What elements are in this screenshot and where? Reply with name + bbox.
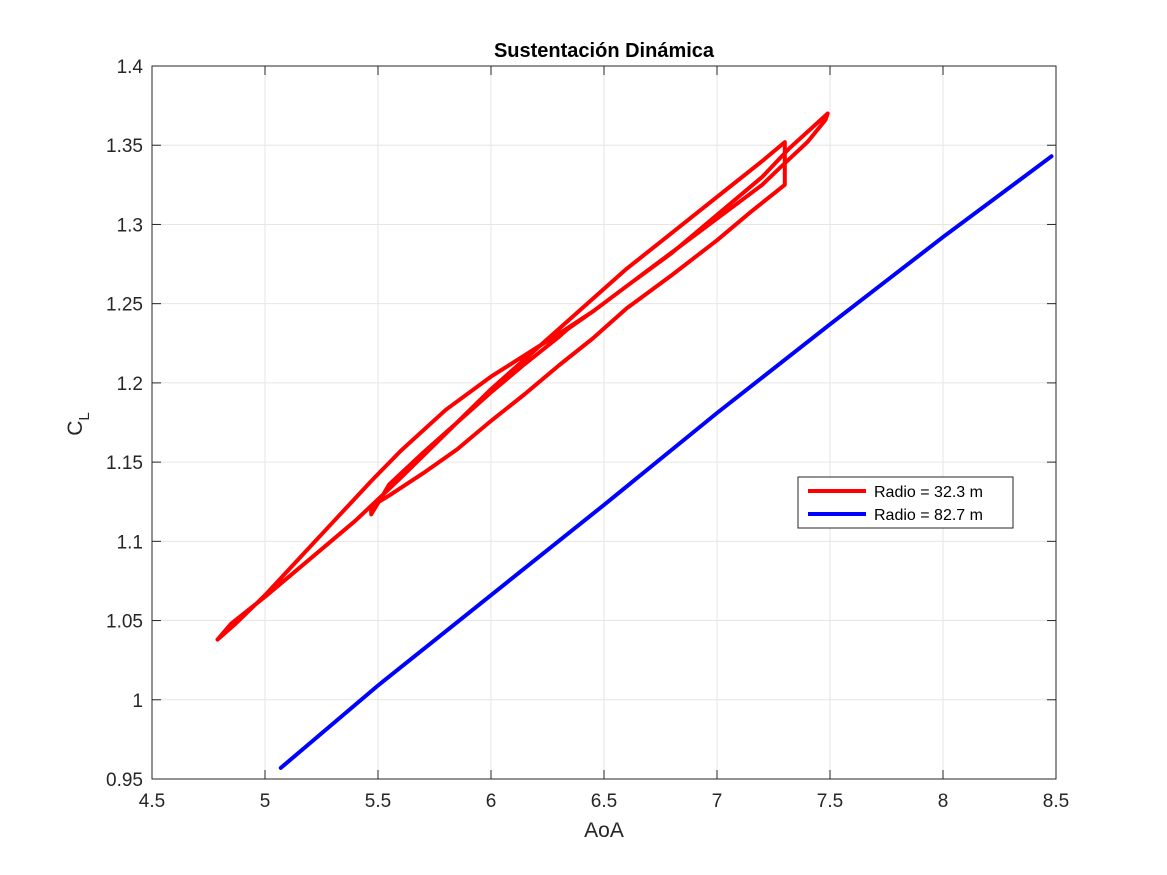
y-axis-label-main: C bbox=[64, 421, 87, 436]
chart-title: Sustentación Dinámica bbox=[494, 40, 715, 62]
x-tick-label: 6.5 bbox=[591, 791, 617, 812]
y-tick-label: 1.35 bbox=[106, 136, 143, 157]
y-tick-label: 1 bbox=[132, 691, 143, 712]
x-tick-label: 8.5 bbox=[1043, 791, 1069, 812]
x-tick-label: 5.5 bbox=[365, 791, 391, 812]
y-tick-label: 1.25 bbox=[106, 295, 143, 316]
legend: Radio = 32.3 m Radio = 82.7 m bbox=[797, 476, 1014, 529]
x-tick-label: 7 bbox=[712, 791, 723, 812]
y-tick-label: 0.95 bbox=[106, 770, 143, 791]
x-tick-labels: 4.5 5 5.5 6 6.5 7 7.5 8 8.5 bbox=[139, 791, 1069, 812]
y-tick-label: 1.4 bbox=[117, 57, 144, 78]
svg-text:CL: CL bbox=[64, 412, 93, 436]
legend-box bbox=[797, 476, 1014, 529]
y-tick-label: 1.15 bbox=[106, 453, 143, 474]
y-tick-label: 1.3 bbox=[117, 215, 143, 236]
y-tick-label: 1.05 bbox=[106, 612, 143, 633]
x-tick-label: 7.5 bbox=[817, 791, 843, 812]
x-tick-label: 8 bbox=[938, 791, 949, 812]
y-tick-label: 1.1 bbox=[117, 532, 143, 553]
series-line-2 bbox=[278, 154, 1054, 770]
y-axis-label: CL bbox=[64, 412, 93, 436]
legend-label-series-1: Radio = 32.3 m bbox=[874, 484, 983, 501]
x-tick-label: 5 bbox=[260, 791, 271, 812]
legend-label-series-2: Radio = 82.7 m bbox=[874, 507, 983, 524]
x-tick-label: 6 bbox=[486, 791, 497, 812]
y-tick-labels: 0.95 1 1.05 1.1 1.15 1.2 1.25 1.3 1.35 1.4 bbox=[106, 57, 143, 791]
tick-marks bbox=[151, 65, 1057, 780]
series-line-1 bbox=[215, 111, 830, 642]
x-tick-label: 4.5 bbox=[139, 791, 165, 812]
y-tick-label: 1.2 bbox=[117, 374, 143, 395]
series-layer bbox=[215, 111, 1054, 770]
y-axis-label-subscript: L bbox=[76, 412, 93, 420]
x-axis-label: AoA bbox=[584, 819, 624, 842]
